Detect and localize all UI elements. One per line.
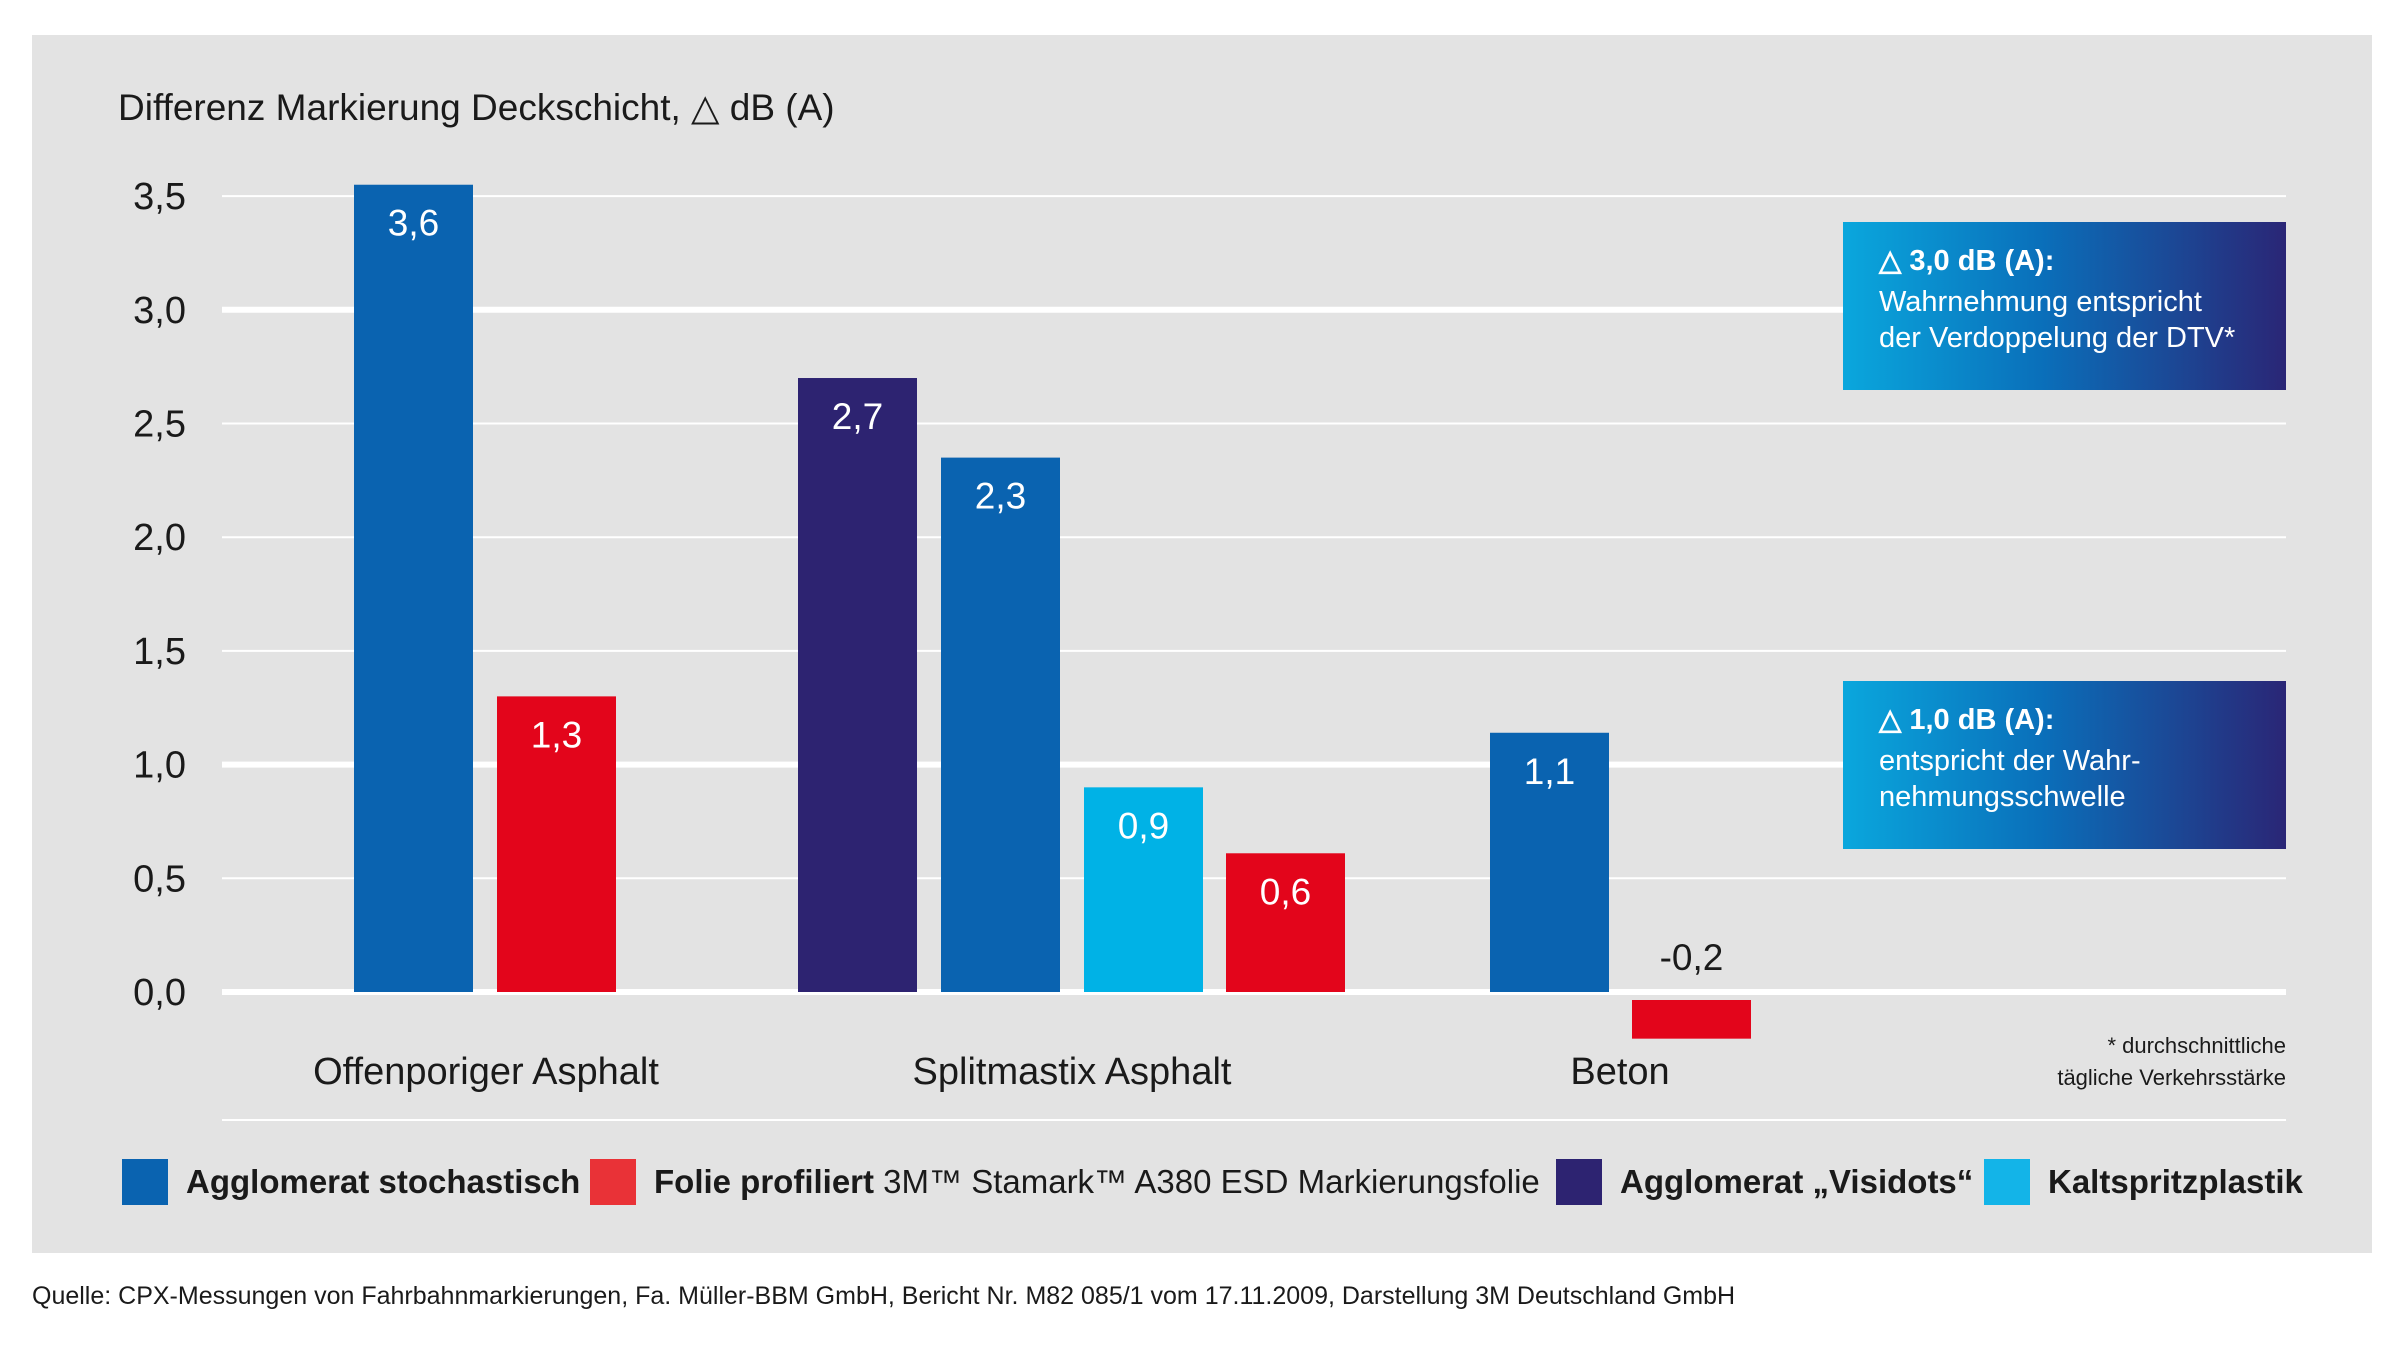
y-tick-label: 0,5	[133, 858, 186, 900]
bar	[1632, 1000, 1751, 1039]
y-tick-label: 0,0	[133, 972, 186, 1014]
legend-swatch	[1556, 1159, 1602, 1205]
y-axis-ticks: 0,0 0,5 1,0 1,5 2,0 2,5 3,0 3,5	[133, 176, 186, 1014]
y-tick-label: 2,0	[133, 517, 186, 559]
annotation-text: entspricht der Wahr- nehmungsschwelle	[1879, 745, 2141, 813]
y-tick-label: 1,5	[133, 631, 186, 673]
data-label: -0,2	[1660, 937, 1724, 978]
legend-swatch	[1984, 1159, 2030, 1205]
data-label: 0,9	[1118, 805, 1169, 846]
category-label: Splitmastix Asphalt	[913, 1051, 1232, 1093]
bar	[1084, 787, 1203, 992]
data-label: 1,3	[531, 714, 582, 755]
category-label: Beton	[1570, 1051, 1669, 1093]
data-label: 3,6	[388, 203, 439, 244]
source-note: Quelle: CPX-Messungen von Fahrbahnmarkie…	[32, 1282, 1736, 1310]
data-label: 2,3	[975, 476, 1026, 517]
legend-item-agglomerat-visidots: Agglomerat „Visidots“	[1556, 1158, 1973, 1206]
annotation-box-3db: △ 3,0 dB (A): Wahrnehmung entspricht der…	[1843, 222, 2286, 390]
legend: Agglomerat stochastisch Folie profiliert…	[122, 1158, 2303, 1206]
legend-label: Kaltspritzplastik	[2048, 1163, 2303, 1200]
annotation-text: Wahrnehmung entspricht der Verdoppelung …	[1879, 286, 2236, 354]
data-label: 0,6	[1260, 871, 1311, 912]
category-label: Offenporiger Asphalt	[313, 1051, 659, 1093]
legend-swatch	[122, 1159, 168, 1205]
annotation-heading: △ 3,0 dB (A):	[1879, 245, 2055, 277]
legend-label: Agglomerat stochastisch	[186, 1163, 581, 1200]
category-labels: Offenporiger Asphalt Splitmastix Asphalt B…	[313, 1051, 1670, 1093]
data-labels: 3,6 1,3 2,7 2,3 0,9 0,6 1,1 -0,2	[388, 203, 1724, 978]
bar	[497, 696, 616, 992]
legend-swatch	[590, 1159, 636, 1205]
bar	[354, 184, 473, 993]
y-tick-label: 2,5	[133, 404, 186, 446]
bar	[1226, 853, 1345, 992]
legend-label-detail: 3M™ Stamark™ A380 ESD Markierungsfolie	[874, 1163, 1540, 1200]
legend-item-agglomerat-stochastisch: Agglomerat stochastisch	[122, 1158, 580, 1206]
y-tick-label: 3,5	[133, 176, 186, 218]
bars	[354, 184, 1751, 1039]
annotation-heading: △ 1,0 dB (A):	[1879, 704, 2055, 736]
bar	[941, 457, 1060, 992]
data-label: 1,1	[1524, 751, 1575, 792]
bar	[1490, 732, 1609, 992]
y-tick-label: 3,0	[133, 290, 186, 332]
y-axis-title: Differenz Markierung Deckschicht, △ dB (…	[118, 87, 835, 128]
legend-item-kaltspritzplastik: Kaltspritzplastik	[1984, 1158, 2303, 1206]
legend-label: Folie profiliert	[654, 1163, 875, 1200]
legend-item-folie-profiliert: Folie profiliert 3M™ Stamark™ A380 ESD M…	[590, 1158, 1540, 1206]
footnote: * durchschnittliche tägliche Verkehrsstä…	[2057, 1033, 2286, 1090]
y-tick-label: 1,0	[133, 745, 186, 787]
annotation-box-1db: △ 1,0 dB (A): entspricht der Wahr- nehmu…	[1843, 681, 2286, 849]
legend-label: Agglomerat „Visidots“	[1620, 1163, 1974, 1200]
data-label: 2,7	[832, 396, 883, 437]
bar	[798, 378, 917, 992]
